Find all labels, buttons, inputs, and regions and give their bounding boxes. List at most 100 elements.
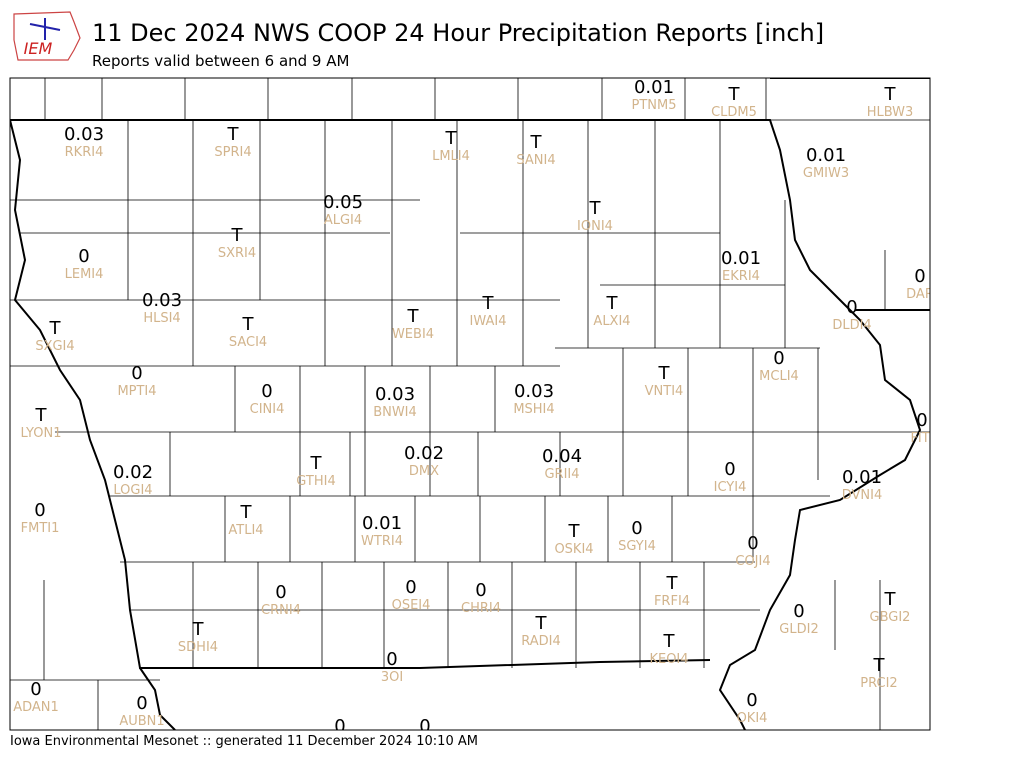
station-value: T <box>606 293 619 314</box>
station-id: OSEI4 <box>392 598 431 613</box>
station-id: DAR <box>906 287 934 302</box>
station-value: 0 <box>914 266 925 287</box>
station-id: PTNM5 <box>632 98 677 113</box>
station-value: T <box>658 363 671 384</box>
station-id: SACI4 <box>229 335 267 350</box>
station-value: 0.05 <box>323 192 363 213</box>
station-id: CRNI4 <box>261 603 301 618</box>
station-value: T <box>884 84 897 105</box>
station-value: 0 <box>631 518 642 539</box>
station-id: SGYI4 <box>618 539 656 554</box>
station-value: T <box>873 655 886 676</box>
station-id: PRCI2 <box>860 676 897 691</box>
station-id: WEBI4 <box>392 327 434 342</box>
station-value: 0.03 <box>142 290 182 311</box>
station-value: 0 <box>334 716 345 737</box>
station-value: T <box>482 293 495 314</box>
station-id: WTRI4 <box>361 534 403 549</box>
station-value: T <box>666 573 679 594</box>
station-value: T <box>568 521 581 542</box>
station-value: 0 <box>475 580 486 601</box>
station-id: ADAN1 <box>13 700 59 715</box>
station-value: 0 <box>419 716 430 737</box>
stations: 0.01PTNM5TCLDM5THLBW30.03RKRI4TSPRI4TLML… <box>13 77 934 737</box>
station-id: ALGI4 <box>324 213 362 228</box>
station-value: 0.01 <box>634 77 674 98</box>
station-value: T <box>242 314 255 335</box>
title: 11 Dec 2024 NWS COOP 24 Hour Precipitati… <box>92 19 824 47</box>
station-value: T <box>35 405 48 426</box>
station-value: 0 <box>405 577 416 598</box>
station-value: 0 <box>131 363 142 384</box>
station-id: GBGI2 <box>870 610 911 625</box>
station-id: ALXI4 <box>593 314 630 329</box>
station-id: ATLI4 <box>228 523 263 538</box>
station-id: RADI4 <box>521 634 561 649</box>
station-id: EKRI4 <box>722 269 760 284</box>
map: 0.01PTNM5TCLDM5THLBW30.03RKRI4TSPRI4TLML… <box>10 77 934 737</box>
station-id: RKRI4 <box>65 145 104 160</box>
station-value: 0.02 <box>113 462 153 483</box>
station-value: 0 <box>386 649 397 670</box>
station-id: MCLI4 <box>759 369 799 384</box>
station-id: LYON1 <box>21 426 62 441</box>
station-id: SXGI4 <box>35 339 74 354</box>
station-value: 0 <box>34 500 45 521</box>
station-id: GLDI2 <box>779 622 818 637</box>
station-id: DMX <box>409 464 439 479</box>
station-id: FMTI1 <box>21 521 60 536</box>
station-id: COJI4 <box>735 554 770 569</box>
station-id: HLBW3 <box>867 105 914 120</box>
station-value: 0 <box>746 690 757 711</box>
station-id: DLDI4 <box>832 318 871 333</box>
station-id: LOGI4 <box>113 483 152 498</box>
station-value: T <box>49 318 62 339</box>
station-id: 3OI <box>381 670 403 685</box>
station-value: 0.03 <box>64 124 104 145</box>
station-id: CHRI4 <box>461 601 501 616</box>
station-id: HLSI4 <box>143 311 180 326</box>
station-value: 0 <box>30 679 41 700</box>
station-value: 0 <box>773 348 784 369</box>
station-id: SPRI4 <box>214 145 251 160</box>
station-value: T <box>407 306 420 327</box>
station-value: 0.01 <box>842 467 882 488</box>
station-value: T <box>535 613 548 634</box>
station-id: BNWI4 <box>373 405 417 420</box>
station-id: SDHI4 <box>178 640 218 655</box>
station-id: IWAI4 <box>470 314 507 329</box>
station-value: 0 <box>793 601 804 622</box>
station-id: FRFI4 <box>654 594 690 609</box>
station-id: LEMI4 <box>65 267 104 282</box>
station-id: MPTI4 <box>117 384 156 399</box>
subtitle: Reports valid between 6 and 9 AM <box>92 52 349 70</box>
station-id: KEOI4 <box>649 652 688 667</box>
station-id: ICYI4 <box>714 480 747 495</box>
station-value: T <box>728 84 741 105</box>
station-id: IONI4 <box>577 219 613 234</box>
map-frame <box>9 77 931 731</box>
footer: Iowa Environmental Mesonet :: generated … <box>10 734 478 749</box>
station-value: 0.03 <box>514 381 554 402</box>
station-value: 0.01 <box>721 248 761 269</box>
station-id: VNTI4 <box>645 384 684 399</box>
station-id: OKI4 <box>737 711 768 726</box>
station-id: GRII4 <box>544 467 579 482</box>
station-value: 0 <box>747 533 758 554</box>
station-value: 0 <box>78 246 89 267</box>
station-value: 0 <box>261 381 272 402</box>
station-id: MSHI4 <box>513 402 554 417</box>
station-id: GTHI4 <box>296 474 335 489</box>
station-value: T <box>884 589 897 610</box>
station-value: 0 <box>916 410 927 431</box>
station-value: T <box>227 124 240 145</box>
station-value: 0.02 <box>404 443 444 464</box>
station-value: 0.01 <box>362 513 402 534</box>
station-value: T <box>231 225 244 246</box>
station-value: 0 <box>724 459 735 480</box>
station-id: OSKI4 <box>554 542 593 557</box>
station-id: LMLI4 <box>432 149 470 164</box>
station-value: T <box>530 132 543 153</box>
station-id: AUBN1 <box>119 714 164 729</box>
